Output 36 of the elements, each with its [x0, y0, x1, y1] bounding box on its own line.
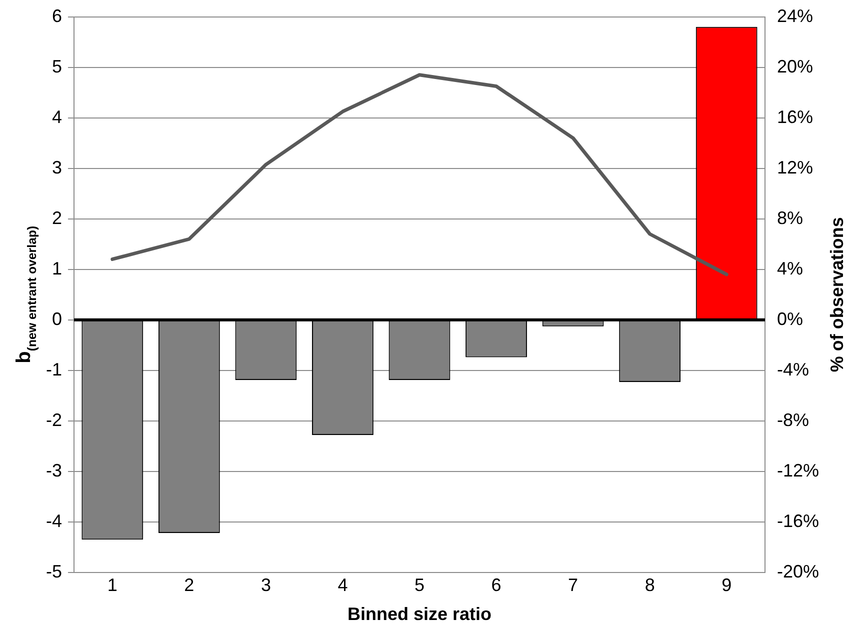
y2-tick-label: -20% — [776, 561, 820, 582]
y2-tick-label: 16% — [776, 106, 814, 127]
y2-tick-label: 12% — [776, 157, 814, 178]
y-tick-label: 1 — [52, 258, 62, 278]
x-tick-label: 2 — [184, 575, 194, 596]
y-tick-label: -5 — [46, 561, 62, 582]
y-tick-label: 6 — [52, 6, 62, 26]
y2-tick-label: -12% — [776, 460, 820, 480]
y-tick-label: -3 — [46, 460, 62, 480]
y2-tick-label: 0% — [776, 308, 803, 329]
y-tick-label: 0 — [52, 308, 62, 329]
x-tick-label: 8 — [644, 575, 655, 596]
y-tick-label: -1 — [46, 359, 62, 380]
y2-tick-label: -16% — [776, 510, 820, 531]
x-tick-label: 5 — [414, 575, 424, 596]
x-tick-label: 4 — [338, 575, 348, 596]
y-tick-label: 5 — [52, 56, 62, 76]
y2-tick-label: -4% — [776, 359, 809, 380]
y2-tick-label: 8% — [776, 208, 803, 228]
y-tick-label: -2 — [46, 410, 62, 430]
x-tick-label: 3 — [260, 575, 271, 596]
y-axis-title: b(new entrant overlap) — [13, 226, 39, 364]
y2-tick-label: 4% — [776, 258, 803, 278]
y2-axis-title: % of observations — [826, 217, 847, 372]
y-tick-label: -4 — [46, 510, 62, 531]
x-tick-label: 1 — [107, 575, 118, 596]
x-tick-label: 9 — [722, 575, 732, 596]
y2-tick-label: 24% — [776, 6, 814, 26]
y-tick-label: 4 — [52, 106, 62, 127]
y-tick-label: 3 — [52, 157, 62, 178]
x-axis-title: Binned size ratio — [347, 604, 492, 624]
y2-tick-label: 20% — [776, 56, 814, 76]
y-tick-label: 2 — [52, 208, 62, 228]
x-tick-label: 6 — [491, 575, 502, 596]
y2-tick-label: -8% — [776, 410, 809, 430]
x-tick-label: 7 — [568, 575, 578, 596]
